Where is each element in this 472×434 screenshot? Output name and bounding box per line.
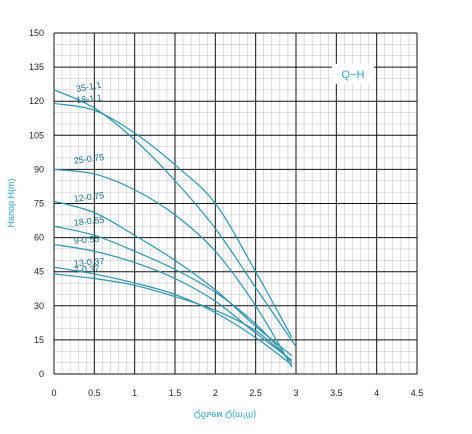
x-tick-label: 1	[132, 388, 137, 398]
series-label: 7-0.37	[74, 263, 100, 275]
series-line	[53, 266, 293, 366]
x-tick-label: 2.5	[249, 388, 262, 398]
series-label: 25-0.75	[73, 152, 105, 166]
legend-box	[332, 64, 374, 84]
x-tick-labels: 0 0.5 1 1.5 2 2.5 3 3.5 4 4.5	[51, 388, 423, 398]
series-line	[53, 89, 297, 348]
y-tick-label: 75	[34, 199, 44, 209]
series-label: 13-0.37	[73, 256, 104, 269]
series-label: 18-1.1	[76, 93, 102, 106]
series-label: 9-0.55	[73, 234, 99, 246]
x-tick-label: 0.5	[88, 388, 101, 398]
y-tick-label: 0	[39, 369, 44, 379]
series-line	[53, 200, 293, 357]
x-tick-label: 0	[51, 388, 56, 398]
y-tick-label: 30	[34, 301, 44, 311]
series-line	[53, 225, 293, 364]
y-tick-label: 90	[34, 164, 44, 174]
series-label: 18-0.55	[73, 215, 104, 228]
y-tick-label: 15	[34, 335, 44, 345]
y-axis-label: Напор H(m)	[6, 179, 16, 228]
grid-major	[53, 32, 418, 375]
series-labels: 35-1.118-1.1 25-0.75 12-0.75 18-0.55 9-0.55 1…	[73, 80, 105, 276]
y-tick-label: 105	[29, 130, 44, 140]
y-tick-label: 120	[29, 96, 44, 106]
x-axis-label: Qбъем Q(m³/h)	[194, 410, 256, 420]
legend-label: Q−H	[342, 69, 365, 81]
series-lines	[53, 89, 297, 368]
series-label: 12-0.75	[73, 190, 105, 204]
x-tick-label: 4.5	[411, 388, 424, 398]
x-tick-label: 2	[213, 388, 218, 398]
x-tick-label: 3	[293, 388, 298, 398]
y-tick-label: 135	[29, 62, 44, 72]
series-line	[53, 273, 289, 359]
y-tick-label: 150	[29, 28, 44, 38]
series-label: 35-1.1	[75, 80, 102, 94]
y-tick-label: 60	[34, 233, 44, 243]
series-line	[53, 243, 293, 361]
x-tick-label: 1.5	[169, 388, 182, 398]
y-tick-labels: 0 15 30 45 60 75 90 105 120 135 150	[29, 28, 44, 379]
x-tick-label: 4	[374, 388, 379, 398]
x-tick-label: 3.5	[330, 388, 343, 398]
y-tick-label: 45	[34, 267, 44, 277]
series-line	[53, 168, 293, 368]
series-line	[53, 102, 293, 338]
